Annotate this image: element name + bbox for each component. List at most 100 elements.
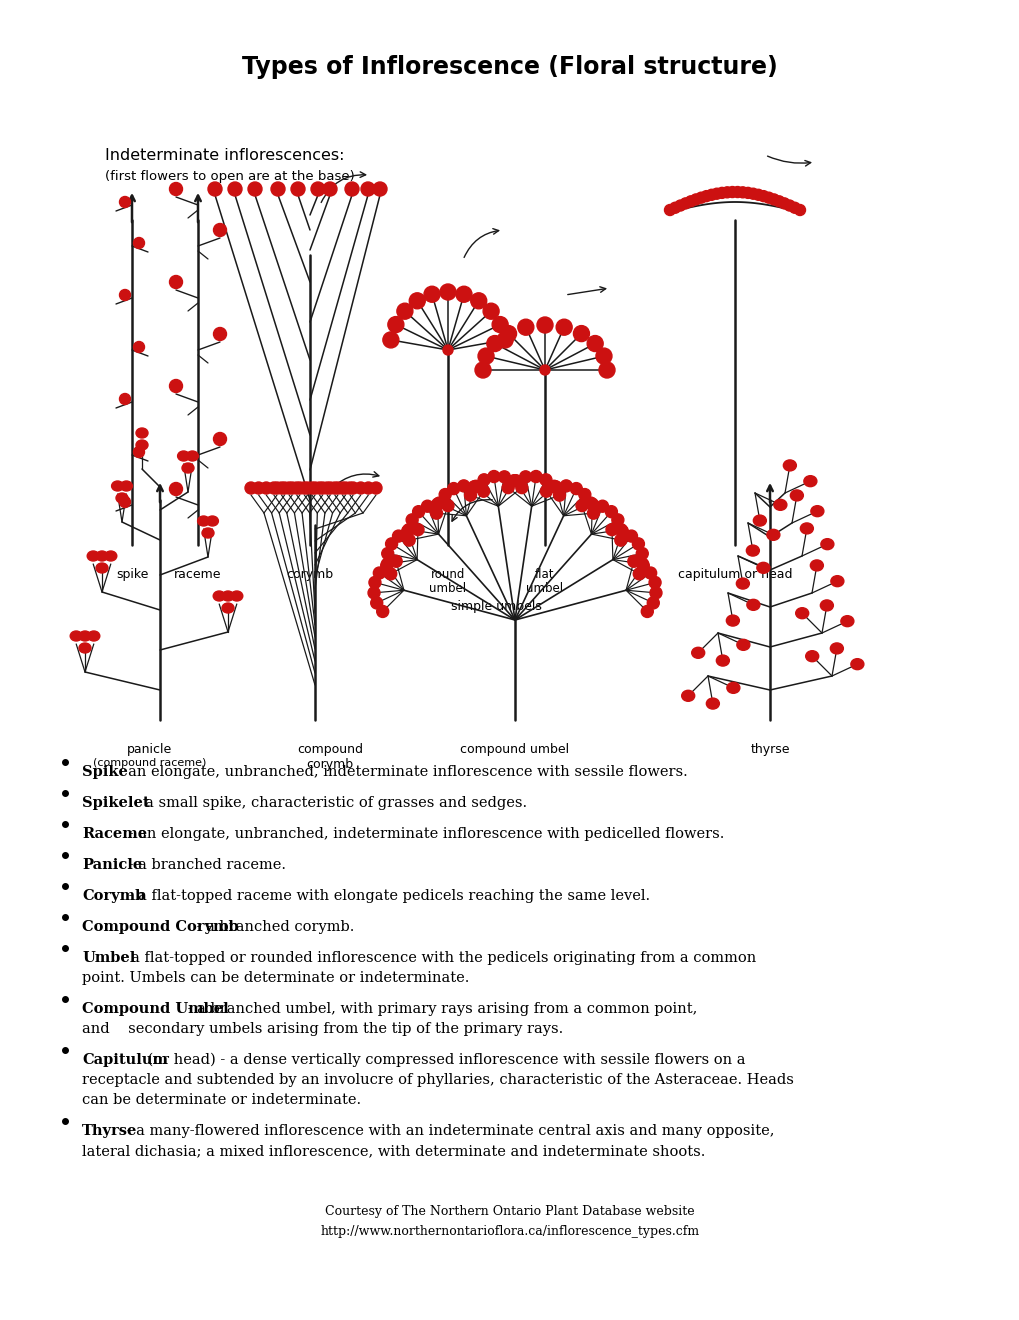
Text: Compound Umbel: Compound Umbel [82, 1002, 228, 1016]
Circle shape [669, 202, 680, 214]
Circle shape [119, 197, 130, 207]
Text: http://www.northernontarioflora.ca/inflorescence_types.cfm: http://www.northernontarioflora.ca/inflo… [320, 1225, 699, 1238]
Circle shape [510, 475, 522, 487]
Circle shape [549, 480, 561, 492]
Circle shape [343, 482, 356, 494]
Circle shape [119, 496, 130, 507]
Circle shape [680, 198, 691, 209]
Circle shape [611, 513, 624, 525]
Text: Panicle: Panicle [82, 858, 142, 873]
Circle shape [491, 317, 507, 333]
Circle shape [732, 186, 743, 198]
Circle shape [169, 483, 182, 495]
Circle shape [471, 293, 486, 309]
Circle shape [321, 482, 333, 494]
Text: can be determinate or indeterminate.: can be determinate or indeterminate. [82, 1093, 361, 1107]
Circle shape [633, 568, 645, 579]
Ellipse shape [727, 682, 739, 693]
Circle shape [605, 506, 616, 517]
Circle shape [547, 480, 559, 492]
Circle shape [133, 446, 145, 458]
Circle shape [636, 548, 648, 560]
Ellipse shape [795, 607, 808, 619]
Text: umbel: umbel [429, 582, 466, 595]
Text: Types of Inflorescence (Floral structure): Types of Inflorescence (Floral structure… [242, 55, 777, 79]
Ellipse shape [136, 440, 148, 450]
Circle shape [406, 513, 418, 525]
Circle shape [605, 524, 618, 536]
Circle shape [614, 524, 627, 536]
Circle shape [169, 380, 182, 392]
Text: Indeterminate inflorescences:: Indeterminate inflorescences: [105, 148, 344, 162]
Circle shape [324, 482, 336, 494]
Circle shape [306, 482, 318, 494]
Circle shape [447, 483, 460, 495]
Circle shape [595, 348, 611, 364]
Ellipse shape [809, 560, 822, 572]
Ellipse shape [715, 655, 729, 667]
Text: round: round [430, 568, 465, 581]
Ellipse shape [88, 631, 100, 642]
Circle shape [737, 187, 748, 198]
Circle shape [283, 482, 294, 494]
Circle shape [773, 195, 784, 207]
Text: - a branched umbel, with primary rays arising from a common point,: - a branched umbel, with primary rays ar… [182, 1002, 697, 1016]
Ellipse shape [736, 639, 749, 651]
Circle shape [742, 187, 753, 198]
Text: simple umbels: simple umbels [450, 601, 541, 612]
Circle shape [705, 189, 716, 201]
Ellipse shape [230, 591, 243, 601]
Circle shape [573, 326, 589, 342]
Circle shape [710, 189, 721, 199]
Circle shape [439, 488, 450, 500]
Circle shape [311, 182, 325, 195]
Circle shape [553, 490, 565, 502]
Ellipse shape [840, 615, 853, 627]
Circle shape [119, 393, 130, 404]
Circle shape [412, 524, 424, 536]
Circle shape [675, 201, 685, 211]
Circle shape [208, 182, 222, 195]
Circle shape [587, 335, 602, 351]
Circle shape [486, 335, 502, 351]
Circle shape [496, 331, 513, 348]
Circle shape [752, 189, 763, 201]
Text: receptacle and subtended by an involucre of phyllaries, characteristic of the As: receptacle and subtended by an involucre… [82, 1073, 793, 1086]
Circle shape [373, 182, 386, 195]
Circle shape [228, 182, 242, 195]
Circle shape [370, 482, 382, 494]
Ellipse shape [850, 659, 863, 669]
Circle shape [464, 490, 476, 502]
Text: Corymb: Corymb [82, 888, 145, 903]
Circle shape [468, 480, 480, 492]
Text: - a many-flowered inflorescence with an indeterminate central axis and many oppo: - a many-flowered inflorescence with an … [122, 1125, 773, 1138]
Ellipse shape [70, 631, 83, 642]
Ellipse shape [736, 578, 749, 589]
Circle shape [536, 317, 552, 333]
Text: Spike: Spike [82, 766, 127, 779]
Text: spike: spike [116, 568, 148, 581]
Circle shape [433, 498, 444, 510]
Circle shape [169, 276, 182, 289]
Circle shape [578, 488, 590, 500]
Circle shape [430, 507, 442, 519]
Ellipse shape [116, 492, 127, 503]
Circle shape [570, 483, 582, 495]
Circle shape [500, 326, 516, 342]
Circle shape [587, 507, 599, 519]
Circle shape [268, 482, 279, 494]
Circle shape [470, 480, 481, 492]
Circle shape [442, 345, 452, 355]
Text: corymb: corymb [286, 568, 333, 581]
Circle shape [392, 531, 405, 543]
Ellipse shape [78, 643, 91, 653]
Circle shape [355, 482, 367, 494]
Circle shape [133, 238, 145, 248]
Circle shape [641, 606, 652, 618]
Text: Capitulum: Capitulum [82, 1053, 168, 1067]
Circle shape [721, 187, 732, 198]
Circle shape [271, 182, 284, 195]
Circle shape [362, 482, 374, 494]
Text: Courtesy of The Northern Ontario Plant Database website: Courtesy of The Northern Ontario Plant D… [325, 1205, 694, 1218]
Circle shape [133, 342, 145, 352]
